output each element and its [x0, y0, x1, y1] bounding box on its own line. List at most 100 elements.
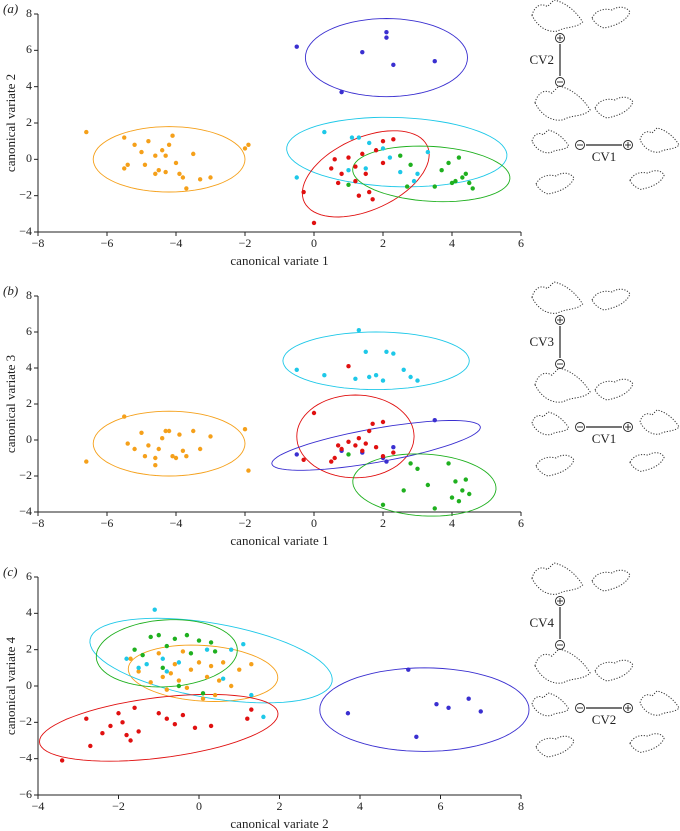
data-point [180, 175, 186, 180]
data-point [360, 49, 365, 55]
data-point [188, 667, 194, 672]
data-point [84, 716, 89, 721]
data-point [163, 428, 168, 434]
confidence-ellipse [92, 410, 246, 477]
data-point [301, 189, 306, 195]
y-axis-label: canonical variate 3 [3, 355, 18, 453]
y-tick-label: −4 [19, 224, 32, 238]
vertical-cv-label: CV3 [529, 334, 554, 349]
data-point [191, 428, 196, 434]
outline-sketch [535, 454, 575, 477]
data-point [152, 607, 157, 612]
data-point [216, 678, 222, 683]
y-tick-label: 2 [26, 396, 32, 410]
data-point [349, 135, 355, 140]
y-axis-label: canonical variate 4 [3, 636, 18, 735]
y-tick-label: −4 [19, 504, 32, 518]
data-point [425, 149, 431, 155]
data-point [380, 160, 386, 166]
data-point [470, 186, 475, 191]
data-point [184, 186, 189, 191]
confidence-ellipse [304, 18, 468, 98]
data-point [84, 129, 89, 135]
data-point [132, 142, 137, 147]
x-tick-label: −4 [32, 799, 45, 813]
data-point [191, 151, 196, 157]
data-point [142, 454, 148, 459]
outline-sketch [629, 170, 665, 190]
outline-sketch [594, 659, 634, 682]
data-point [156, 632, 161, 638]
data-point [404, 184, 410, 189]
outline-sketch [534, 648, 591, 684]
x-tick-label: 6 [518, 516, 524, 530]
outline-sketch [639, 690, 680, 716]
data-point [245, 716, 250, 721]
data-point [144, 662, 149, 667]
x-tick-label: 4 [449, 516, 455, 530]
data-point [329, 459, 334, 464]
data-point [160, 436, 165, 441]
data-point [460, 488, 465, 493]
data-point [204, 647, 210, 652]
data-point [449, 180, 455, 186]
data-point [463, 477, 468, 482]
horizontal-cv-label: CV1 [592, 149, 617, 164]
data-point [432, 418, 437, 423]
data-point [467, 180, 472, 186]
data-point [204, 674, 210, 680]
data-point [128, 656, 133, 661]
data-point [124, 656, 129, 661]
data-point [176, 678, 182, 683]
data-point [384, 459, 389, 464]
confidence-ellipse [352, 453, 497, 517]
x-tick-label: −6 [101, 516, 114, 530]
data-point [200, 696, 206, 701]
data-point [367, 140, 372, 146]
data-point [345, 711, 351, 716]
outline-sketch [534, 85, 591, 121]
data-point [353, 164, 358, 169]
confidence-ellipse [286, 116, 508, 188]
data-point [373, 445, 379, 450]
x-tick-label: −2 [239, 516, 252, 530]
data-point [196, 638, 202, 643]
data-point [208, 434, 213, 439]
data-point [184, 685, 190, 691]
data-point [346, 182, 351, 187]
data-point [380, 138, 386, 144]
data-point [380, 419, 386, 425]
data-point [249, 707, 254, 712]
x-tick-label: 0 [196, 799, 202, 813]
data-point [156, 446, 161, 452]
data-point [401, 488, 406, 493]
x-tick-label: 6 [518, 236, 524, 250]
data-point [478, 709, 483, 714]
data-point [439, 168, 444, 173]
data-point [346, 439, 351, 444]
data-point [197, 446, 203, 452]
data-point [384, 29, 389, 35]
data-point [136, 669, 141, 674]
data-point [168, 671, 174, 676]
data-point [406, 667, 411, 672]
data-point [122, 414, 127, 419]
x-tick-label: −8 [32, 516, 45, 530]
x-tick-label: −2 [112, 799, 125, 813]
x-tick-label: 2 [277, 799, 283, 813]
outline-sketch [629, 733, 665, 753]
data-point [132, 446, 137, 452]
data-point [136, 729, 141, 734]
data-point [408, 374, 413, 380]
data-point [466, 696, 471, 701]
data-point [380, 454, 386, 459]
data-point [370, 421, 375, 426]
x-axis-label: canonical variate 1 [230, 533, 328, 548]
data-point [363, 166, 368, 171]
x-tick-label: 6 [438, 799, 444, 813]
data-point [139, 149, 144, 155]
y-tick-label: 2 [26, 115, 32, 129]
data-point [294, 175, 299, 180]
data-point [125, 162, 130, 167]
confidence-ellipse [127, 644, 279, 702]
